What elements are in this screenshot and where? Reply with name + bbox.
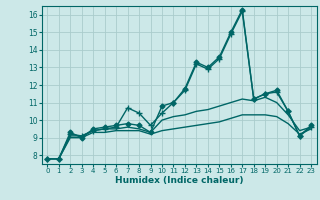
X-axis label: Humidex (Indice chaleur): Humidex (Indice chaleur)	[115, 176, 244, 185]
